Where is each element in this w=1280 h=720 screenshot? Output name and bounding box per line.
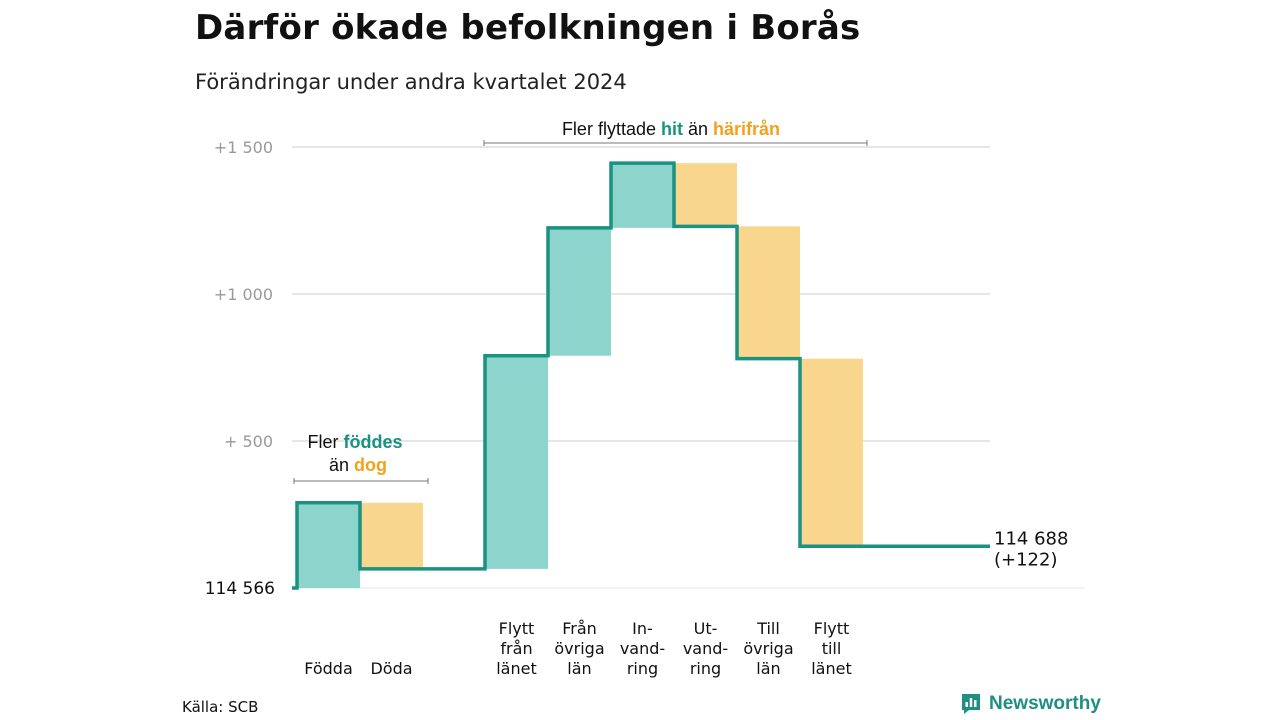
category-label-4: län [567, 659, 591, 678]
annotation-moved-part: än [683, 119, 713, 139]
category-label-3: länet [496, 659, 537, 678]
annotation-moved: Fler flyttade hit än härifrån [562, 119, 780, 139]
category-label-5: In- [632, 619, 653, 638]
source-note: Källa: SCB [182, 698, 259, 716]
y-tick-label: +1 000 [214, 285, 273, 304]
newsworthy-logo-icon [962, 694, 980, 714]
annotation-moved-part: härifrån [713, 119, 780, 139]
category-label-5: ring [627, 659, 658, 678]
annotation-moved-part: hit [661, 119, 683, 139]
category-label-8: Flytt [814, 619, 850, 638]
annotation-moved-part: Fler flyttade [562, 119, 661, 139]
category-label-4: Från [562, 619, 597, 638]
category-label-8: länet [811, 659, 852, 678]
category-label-8: till [822, 639, 842, 658]
bar-4 [548, 227, 611, 356]
annotation-born-line1-part: Fler [307, 432, 343, 452]
annotation-born-line2: än dog [329, 455, 387, 475]
bar-5 [611, 163, 674, 228]
annotation-born-line1: Fler föddes [307, 432, 402, 452]
category-label-6: ring [690, 659, 721, 678]
category-label-3: Flytt [499, 619, 535, 638]
category-label-7: län [756, 659, 780, 678]
category-label-1: Födda [304, 659, 353, 678]
end-change-label: (+122) [994, 549, 1057, 570]
bar-2 [360, 502, 423, 569]
brand-name: Newsworthy [989, 693, 1101, 714]
bar-6 [674, 163, 737, 227]
annotation-born-line2-part: dog [354, 455, 387, 475]
brand-logo: Newsworthy [960, 692, 1101, 716]
category-label-6: vand- [683, 639, 728, 658]
annotation-born-line1-part: föddes [343, 432, 402, 452]
category-label-5: vand- [620, 639, 665, 658]
chart-title: Därför ökade befolkningen i Borås [195, 8, 861, 48]
cumulative-line [292, 161, 990, 590]
category-label-6: Ut- [694, 619, 718, 638]
baseline-label: 114 566 [205, 579, 275, 599]
bar-7 [737, 226, 800, 359]
category-label-7: Till [756, 619, 780, 638]
end-value-label: 114 688 [994, 528, 1068, 549]
y-tick-label: +1 500 [214, 138, 273, 157]
bar-3 [485, 355, 548, 569]
y-tick-label: + 500 [224, 432, 273, 451]
category-label-7: övriga [743, 639, 793, 658]
chart-subtitle: Förändringar under andra kvartalet 2024 [195, 70, 627, 94]
category-label-4: övriga [554, 639, 604, 658]
bar-1 [297, 502, 360, 588]
category-label-3: från [500, 639, 532, 658]
bar-8 [800, 358, 863, 547]
annotation-born-line2-part: än [329, 455, 354, 475]
category-label-2: Döda [370, 659, 412, 678]
